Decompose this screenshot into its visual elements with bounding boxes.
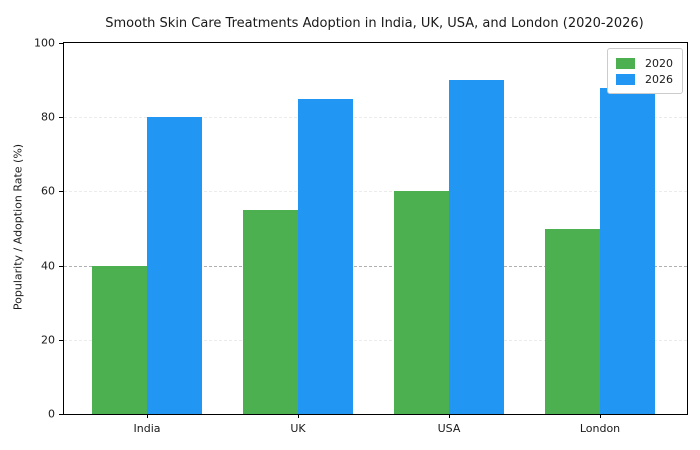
x-tick-uk [298,414,299,418]
legend-swatch-2020 [616,57,635,69]
x-tick-label-uk: UK [290,422,306,435]
bar-2026-london [600,87,655,414]
bar-2020-uk [243,209,298,414]
y-axis-label: Popularity / Adoption Rate (%) [11,143,25,311]
gridline-60 [64,191,687,193]
legend-entry-2026: 2026 [616,71,673,87]
bar-2020-usa [394,191,449,414]
chart-title: Smooth Skin Care Treatments Adoption in … [105,16,644,31]
bar-2026-uk [298,98,353,414]
plot-area: 2020 2026 0 20 40 60 80 100 India UK USA London [34,37,688,435]
y-tick-label-100: 100 [34,36,55,50]
legend-label-2026: 2026 [645,72,673,86]
y-tick-label-0: 0 [48,407,55,421]
x-tick-label-india: India [133,422,161,435]
x-tick-label-usa: USA [437,422,461,435]
y-tick-label-80: 80 [41,110,55,124]
x-tick-label-london: London [579,422,621,435]
legend-label-2020: 2020 [645,56,673,70]
bar-2020-india [92,265,147,414]
x-tick-india [147,414,148,418]
y-tick-80 [59,117,63,119]
legend-entry-2020: 2020 [616,55,673,71]
legend-swatch-2026 [616,73,635,85]
reference-line-40 [64,265,687,267]
y-tick-label-40: 40 [41,259,55,273]
y-tick-label-60: 60 [41,184,55,198]
x-tick-london [600,414,601,418]
bar-2020-london [545,228,600,414]
y-tick-100 [59,43,63,44]
bar-2026-india [147,117,202,414]
y-tick-40 [59,265,63,267]
gridline-80 [64,117,687,119]
y-tick-0 [59,414,63,415]
legend: 2020 2026 [607,48,683,94]
gridline-20 [64,339,687,341]
y-tick-20 [59,339,63,341]
bar-2026-usa [449,80,504,414]
x-tick-usa [449,414,450,418]
y-tick-label-20: 20 [41,333,55,347]
y-tick-60 [59,191,63,193]
